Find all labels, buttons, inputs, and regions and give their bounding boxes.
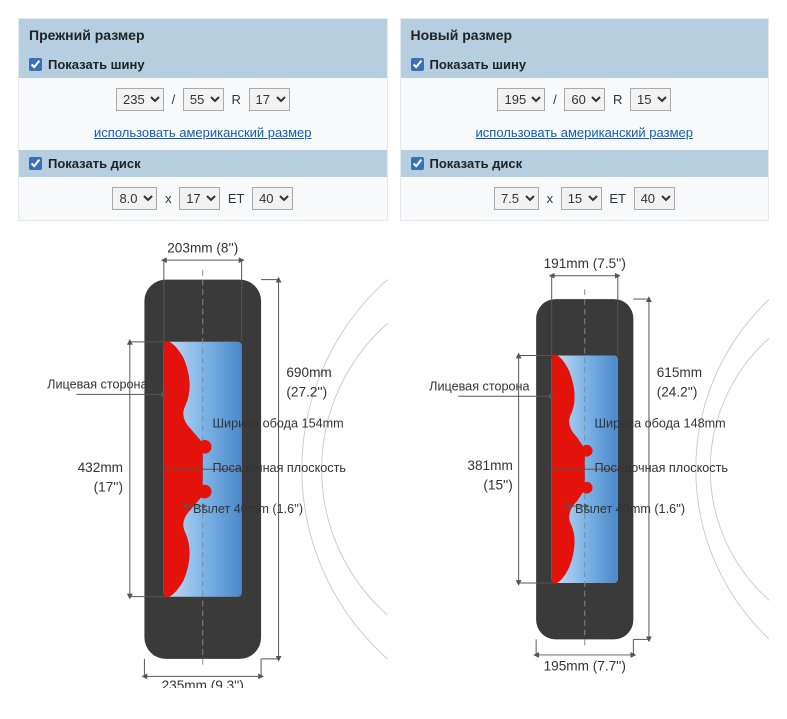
right-rim-inner-label: Ширина обода 148mm bbox=[594, 416, 725, 430]
left-show-tire-checkbox[interactable] bbox=[29, 58, 42, 71]
left-rim-inner-label: Ширина обода 154mm bbox=[212, 416, 343, 430]
sep-et: ET bbox=[228, 191, 245, 206]
left-inner-in: (17'') bbox=[94, 480, 123, 495]
right-diagram: 191mm (7.5'') 615mm (24.2'') Лицевая сто… bbox=[400, 231, 770, 688]
left-rim-selectors: 8.0 x 17 ET 40 bbox=[19, 177, 387, 220]
right-inner-in: (15'') bbox=[483, 478, 512, 493]
right-rim-width-top: 191mm (7.5'') bbox=[543, 256, 625, 271]
left-show-rim-checkbox[interactable] bbox=[29, 157, 42, 170]
left-rim-diameter-select[interactable]: 17 bbox=[179, 187, 220, 210]
right-height-in: (24.2'') bbox=[656, 384, 697, 399]
left-show-tire-row: Показать шину bbox=[19, 51, 387, 78]
right-tire-radius-select[interactable]: 15 bbox=[630, 88, 671, 111]
left-us-link-row: использовать американский размер bbox=[19, 121, 387, 150]
right-face-label: Лицевая сторона bbox=[429, 379, 530, 393]
left-us-link[interactable]: использовать американский размер bbox=[94, 125, 311, 140]
right-show-tire-row: Показать шину bbox=[401, 51, 769, 78]
right-offset-label: Вылет 40mm (1.6'') bbox=[575, 502, 685, 516]
right-show-rim-checkbox[interactable] bbox=[411, 157, 424, 170]
left-width-bottom: 235mm (9.3'') bbox=[162, 678, 244, 688]
left-inner-mm: 432mm bbox=[78, 460, 123, 475]
left-height-mm: 690mm bbox=[286, 365, 331, 380]
right-diagram-svg: 191mm (7.5'') 615mm (24.2'') Лицевая сто… bbox=[400, 231, 770, 688]
sep-r: R bbox=[613, 92, 622, 107]
right-show-tire-label: Показать шину bbox=[430, 57, 527, 72]
sep-slash: / bbox=[553, 92, 557, 107]
right-tire-profile-select[interactable]: 60 bbox=[564, 88, 605, 111]
sep-slash: / bbox=[172, 92, 176, 107]
sep-x: x bbox=[165, 191, 172, 206]
sep-x: x bbox=[547, 191, 554, 206]
right-title: Новый размер bbox=[401, 19, 769, 51]
right-us-link[interactable]: использовать американский размер bbox=[476, 125, 693, 140]
left-diagram-svg: 203mm (8'') 690mm (27.2'') Лицевая сторо… bbox=[18, 231, 388, 688]
left-height-in: (27.2'') bbox=[286, 384, 327, 399]
left-tire-width-select[interactable]: 235 bbox=[116, 88, 164, 111]
left-offset-label: Вылет 40mm (1.6'') bbox=[193, 502, 303, 516]
right-us-link-row: использовать американский размер bbox=[401, 121, 769, 150]
right-rim-selectors: 7.5 x 15 ET 40 bbox=[401, 177, 769, 220]
right-show-tire-checkbox[interactable] bbox=[411, 58, 424, 71]
right-tire-selectors: 195 / 60 R 15 bbox=[401, 78, 769, 121]
right-rim-diameter-select[interactable]: 15 bbox=[561, 187, 602, 210]
left-show-tire-label: Показать шину bbox=[48, 57, 145, 72]
controls-row: Прежний размер Показать шину 235 / 55 R … bbox=[18, 18, 769, 221]
diagram-row: 203mm (8'') 690mm (27.2'') Лицевая сторо… bbox=[18, 231, 769, 688]
sep-r: R bbox=[231, 92, 240, 107]
right-show-rim-row: Показать диск bbox=[401, 150, 769, 177]
left-title: Прежний размер bbox=[19, 19, 387, 51]
right-seat-label: Посадочная плоскость bbox=[594, 461, 728, 475]
left-tire-profile-select[interactable]: 55 bbox=[183, 88, 224, 111]
left-seat-label: Посадочная плоскость bbox=[212, 461, 346, 475]
left-panel: Прежний размер Показать шину 235 / 55 R … bbox=[18, 18, 388, 221]
left-show-rim-row: Показать диск bbox=[19, 150, 387, 177]
left-rim-width-top: 203mm (8'') bbox=[167, 240, 238, 255]
left-rim-et-select[interactable]: 40 bbox=[252, 187, 293, 210]
right-inner-mm: 381mm bbox=[467, 458, 512, 473]
left-show-rim-label: Показать диск bbox=[48, 156, 141, 171]
right-panel: Новый размер Показать шину 195 / 60 R 15… bbox=[400, 18, 770, 221]
right-rim-et-select[interactable]: 40 bbox=[634, 187, 675, 210]
left-tire-radius-select[interactable]: 17 bbox=[249, 88, 290, 111]
right-width-bottom: 195mm (7.7'') bbox=[543, 658, 625, 673]
right-tire-width-select[interactable]: 195 bbox=[497, 88, 545, 111]
right-show-rim-label: Показать диск bbox=[430, 156, 523, 171]
right-height-mm: 615mm bbox=[656, 365, 701, 380]
left-face-label: Лицевая сторона bbox=[47, 378, 148, 392]
sep-et: ET bbox=[609, 191, 626, 206]
left-diagram: 203mm (8'') 690mm (27.2'') Лицевая сторо… bbox=[18, 231, 388, 688]
left-tire-selectors: 235 / 55 R 17 bbox=[19, 78, 387, 121]
left-rim-width-select[interactable]: 8.0 bbox=[112, 187, 157, 210]
right-rim-width-select[interactable]: 7.5 bbox=[494, 187, 539, 210]
